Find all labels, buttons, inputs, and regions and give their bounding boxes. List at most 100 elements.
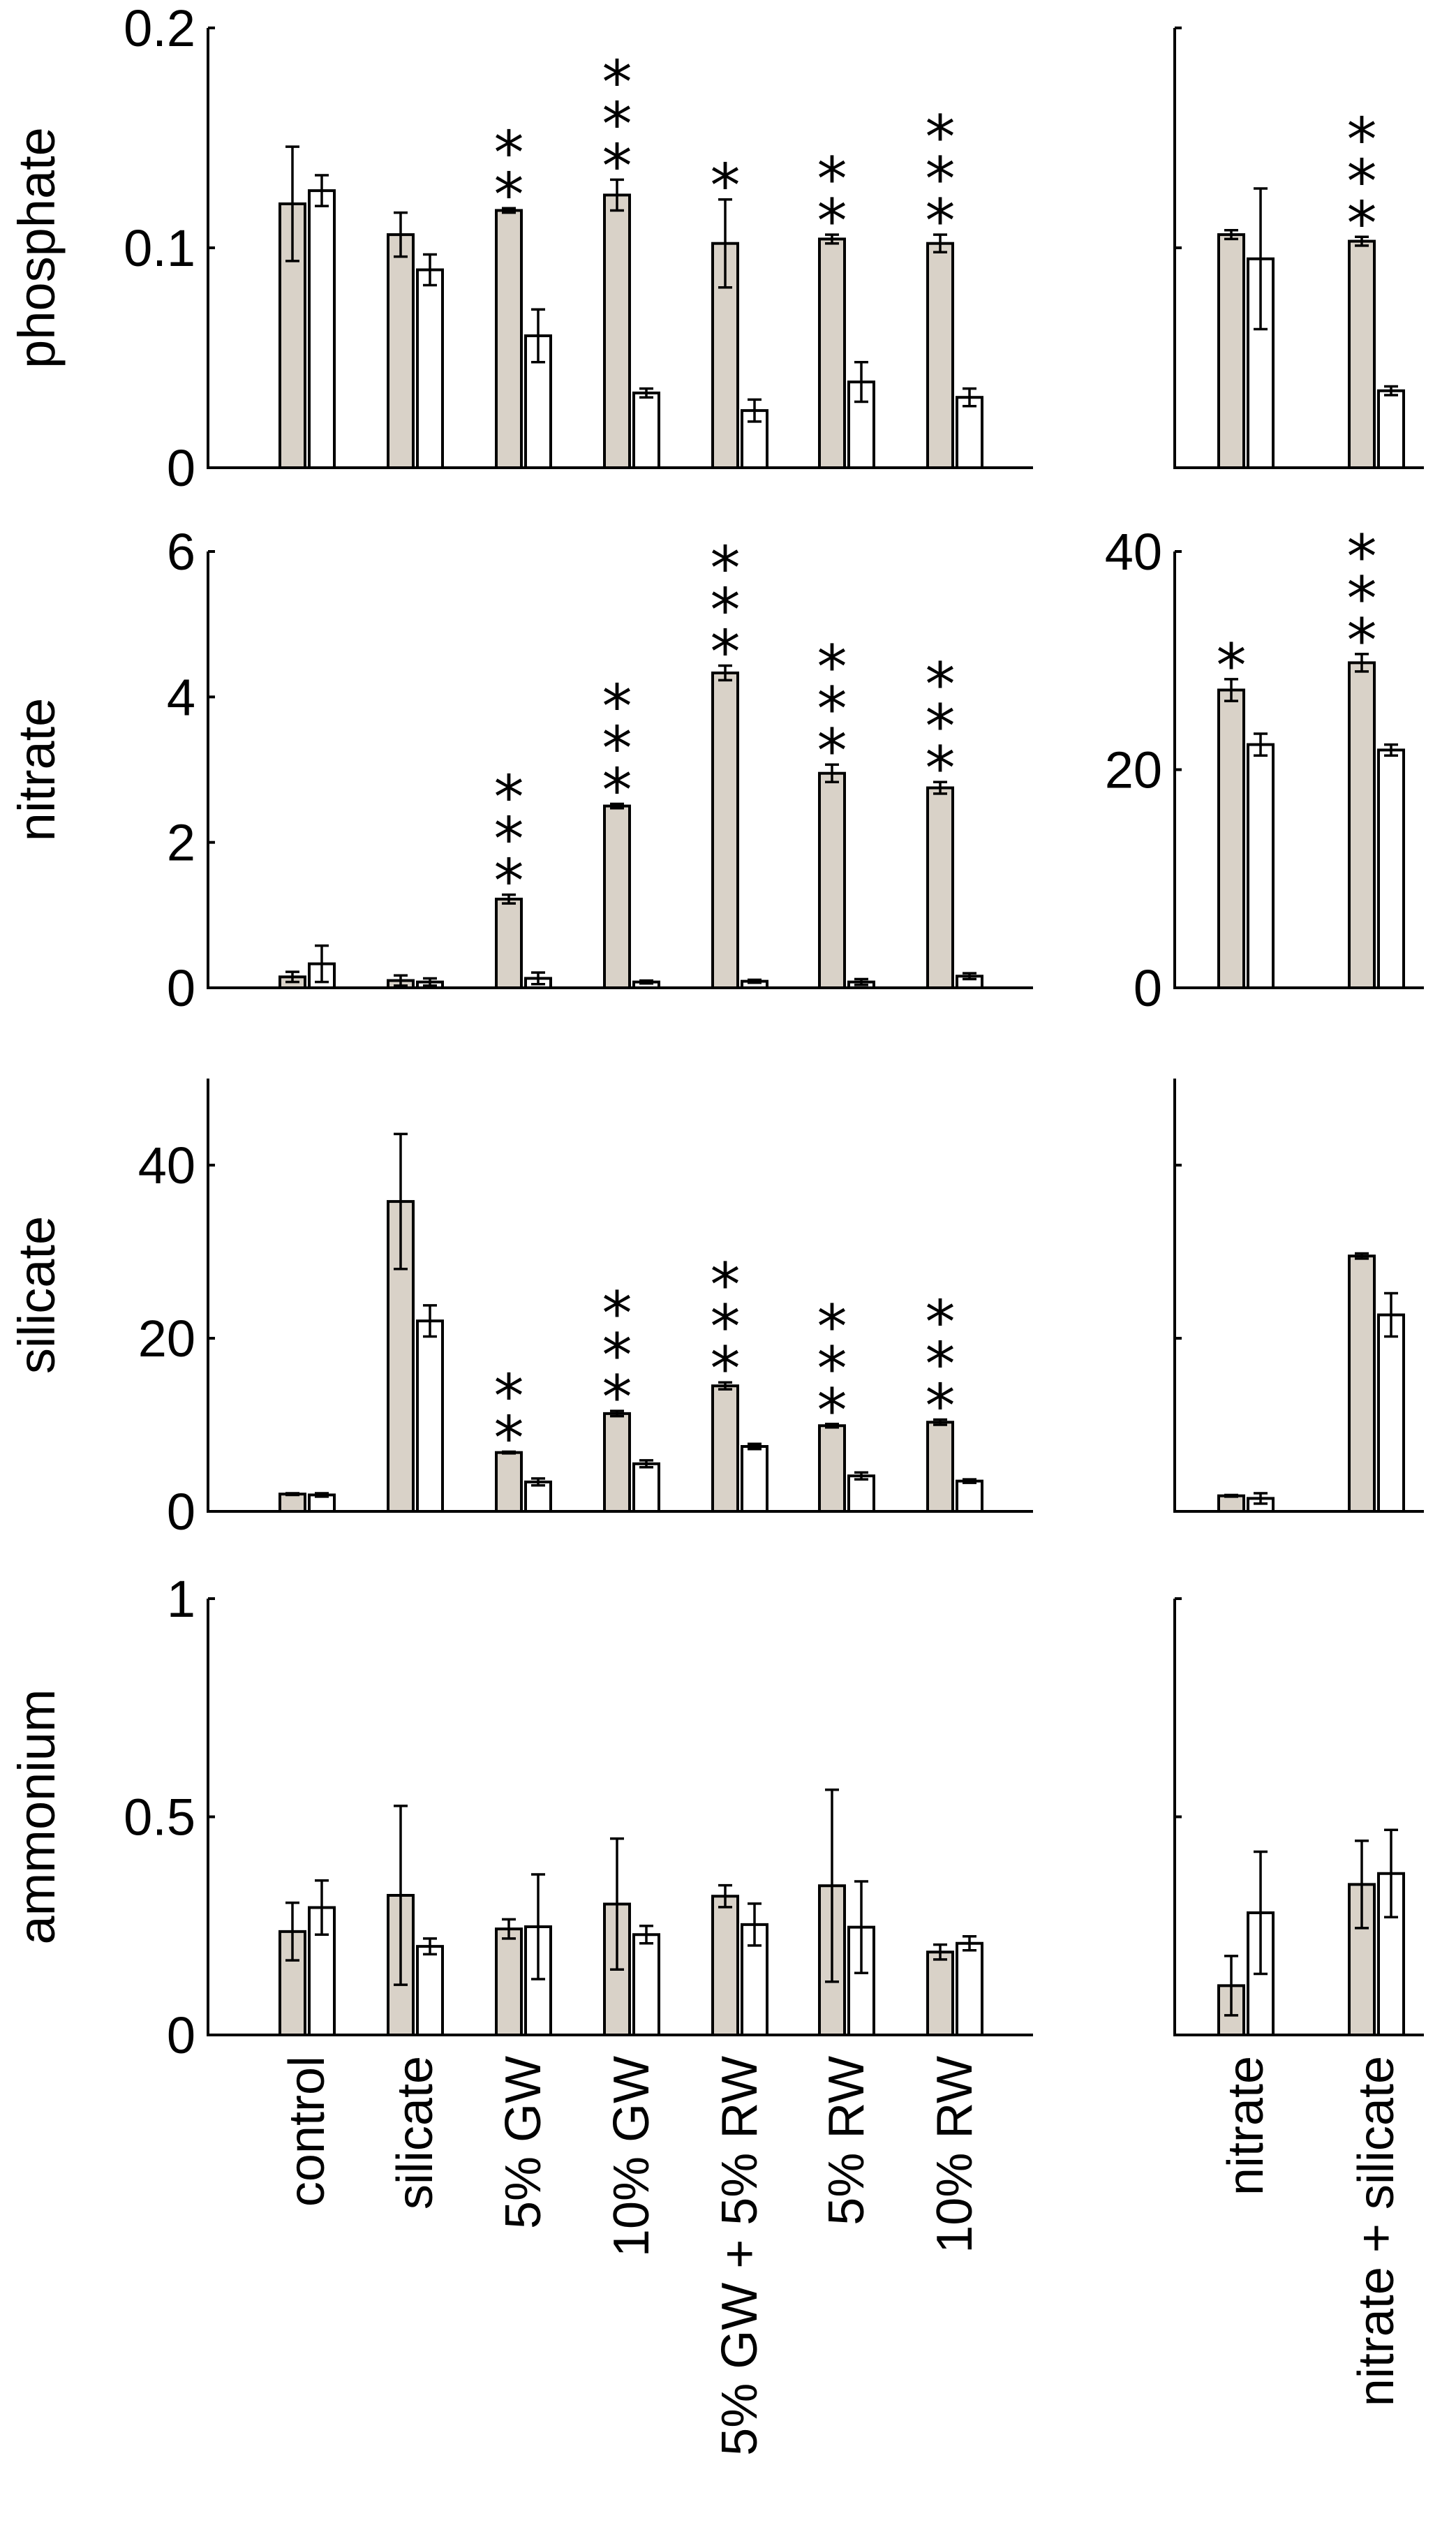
nitrate-side-significance-star: * — [1217, 631, 1247, 701]
phosphate-main-significance-star: * — [602, 89, 632, 159]
silicate-main-significance-star: * — [926, 1330, 956, 1400]
nitrate-main-significance-star: * — [711, 576, 741, 646]
phosphate-main-bar-final — [956, 396, 983, 470]
silicate-main-bar-final — [524, 1480, 552, 1513]
nitrate-main-significance-star: * — [602, 713, 632, 783]
category-label-control: control — [279, 2056, 335, 2207]
silicate-main-significance-star: * — [602, 1363, 632, 1432]
phosphate-side-bar-initial — [1348, 239, 1376, 469]
ammonium-main-bar-final — [308, 1906, 336, 2036]
nitrate-main-significance-star: * — [711, 618, 741, 688]
nitrate-side-ytick-label: 0 — [1134, 959, 1162, 1017]
nitrate-main-significance-star: * — [602, 672, 632, 741]
phosphate-main-significance-star: * — [711, 151, 741, 221]
nitrate-main-bar-initial — [711, 671, 739, 989]
category-label-nitrate-silicate: nitrate + silicate — [1349, 2056, 1404, 2406]
nitrate-side-significance-star: * — [1347, 564, 1377, 634]
silicate-main-bar-final — [632, 1462, 660, 1513]
nitrate-main-significance-star: * — [926, 734, 956, 804]
silicate-main-significance-star: * — [711, 1292, 741, 1362]
phosphate-side-bar-initial — [1217, 233, 1245, 469]
nitrate-main-significance-star: * — [817, 716, 847, 786]
phosphate-main-bar-initial — [387, 233, 415, 469]
silicate-main-significance-star: * — [817, 1292, 847, 1362]
nitrate-side-bar-final — [1247, 743, 1275, 989]
category-label-5-gw-5-rw: 5% GW + 5% RW — [712, 2056, 768, 2456]
phosphate-main-bar-final — [741, 409, 768, 469]
silicate-main-significance-star: * — [926, 1288, 956, 1358]
silicate-main-significance-star: * — [602, 1279, 632, 1349]
ammonium-main-bar-initial — [495, 1927, 523, 2036]
ammonium-main-bar-initial — [711, 1895, 739, 2036]
nitrate-main-ytick-label: 0 — [167, 959, 195, 1017]
silicate-main-significance-star: * — [494, 1361, 524, 1431]
nitrate-main-significance-star: * — [817, 632, 847, 702]
nitrate-main-ytick-label: 6 — [167, 523, 195, 581]
phosphate-side-bar-final — [1377, 389, 1405, 469]
nitrate-main-significance-star: * — [926, 650, 956, 720]
category-label-10-rw: 10% RW — [927, 2056, 983, 2253]
phosphate-main-significance-star: * — [817, 186, 847, 256]
phosphate-main-bar-initial — [495, 209, 523, 469]
nitrate-main-significance-star: * — [817, 674, 847, 744]
phosphate-ylabel: phosphate — [8, 127, 66, 369]
nitrate-main-ytick-label: 2 — [167, 814, 195, 872]
nitrate-main-ytick-label: 4 — [167, 668, 195, 726]
silicate-side-bar-final — [1377, 1313, 1405, 1513]
nitrate-main-significance-star: * — [926, 692, 956, 762]
phosphate-side-significance-star: * — [1347, 147, 1377, 216]
phosphate-main-bar-final — [632, 391, 660, 470]
ammonium-main-bar-final — [416, 1945, 444, 2036]
category-label-nitrate: nitrate — [1218, 2056, 1274, 2196]
nitrate-side-bar-final — [1377, 748, 1405, 989]
silicate-main-ytick-label: 0 — [167, 1483, 195, 1541]
silicate-main-significance-star: * — [926, 1372, 956, 1442]
silicate-side-bar-initial — [1217, 1494, 1245, 1513]
silicate-main-bar-final — [956, 1479, 983, 1513]
phosphate-main-bar-final — [416, 268, 444, 469]
phosphate-main-significance-star: * — [494, 118, 524, 188]
silicate-main-significance-star: * — [711, 1334, 741, 1404]
nitrate-main-significance-star: * — [494, 805, 524, 875]
silicate-ylabel: silicate — [8, 1216, 66, 1374]
ammonium-main-bar-final — [956, 1941, 983, 2036]
category-label-silicate: silicate — [387, 2056, 443, 2209]
nitrate-main-significance-star: * — [602, 755, 632, 825]
phosphate-main-significance-star: * — [926, 145, 956, 214]
silicate-main-significance-star: * — [494, 1403, 524, 1473]
silicate-main-bar-initial — [711, 1384, 739, 1513]
nitrate-side-bar-initial — [1348, 661, 1376, 989]
silicate-main-significance-star: * — [602, 1321, 632, 1391]
phosphate-main-ytick-label: 0 — [167, 439, 195, 497]
silicate-main-ytick-label: 40 — [138, 1137, 195, 1194]
ammonium-main-bar-final — [524, 1925, 552, 2036]
phosphate-side-significance-star: * — [1347, 105, 1377, 175]
ammonium-main-bar-initial — [926, 1950, 954, 2036]
phosphate-main-significance-star: * — [817, 145, 847, 214]
ammonium-main-bar-final — [741, 1923, 768, 2036]
phosphate-side-significance-star: * — [1347, 188, 1377, 258]
nitrate-side-ytick-label: 20 — [1105, 741, 1162, 799]
silicate-main-bar-final — [741, 1445, 768, 1513]
silicate-main-bar-initial — [278, 1493, 306, 1513]
ammonium-main-ytick-label: 1 — [167, 1570, 195, 1628]
silicate-main-bar-initial — [818, 1424, 846, 1513]
category-label-10-gw: 10% GW — [604, 2056, 660, 2257]
ammonium-main-ytick-label: 0.5 — [124, 1789, 195, 1846]
phosphate-main-ytick-label: 0.1 — [124, 219, 195, 277]
phosphate-main-significance-star: * — [494, 160, 524, 230]
phosphate-main-significance-star: * — [602, 131, 632, 201]
nitrate-main-bar-initial — [926, 786, 954, 989]
nitrate-ylabel: nitrate — [8, 698, 66, 842]
silicate-side-bar-initial — [1348, 1254, 1376, 1513]
silicate-main-bar-initial — [926, 1421, 954, 1513]
nitrate-main-bar-initial — [495, 897, 523, 989]
silicate-main-bar-initial — [603, 1412, 631, 1513]
nitrate-main-significance-star: * — [494, 847, 524, 917]
phosphate-main-significance-star: * — [926, 186, 956, 256]
ammonium-main-bar-final — [847, 1925, 875, 2036]
nitrate-side-bar-initial — [1217, 688, 1245, 989]
category-label-5-rw: 5% RW — [819, 2056, 875, 2226]
silicate-main-bar-final — [847, 1474, 875, 1513]
